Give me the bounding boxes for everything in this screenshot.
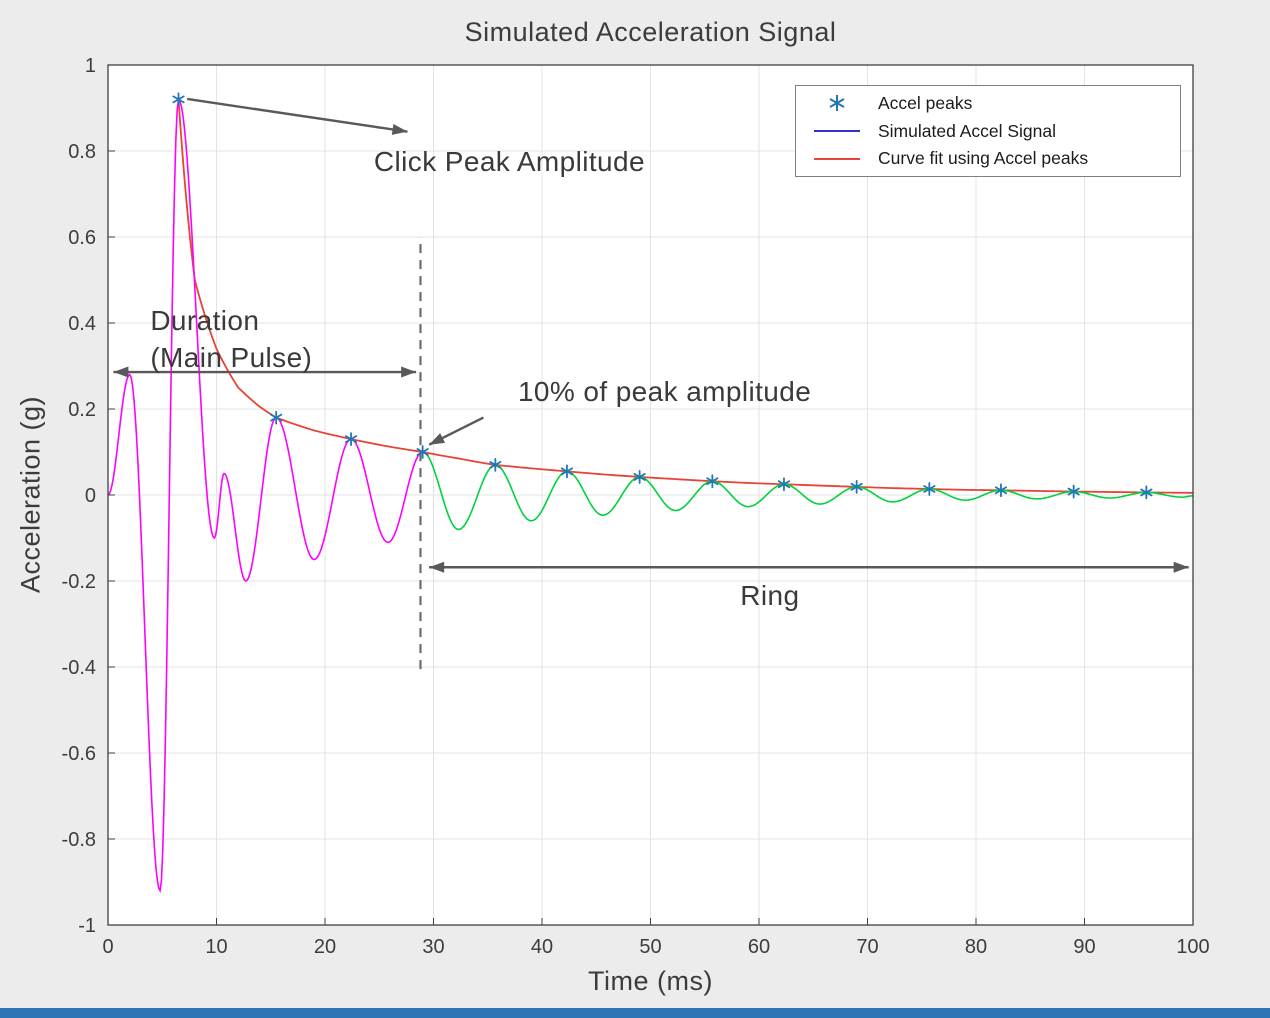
svg-text:40: 40 (531, 936, 553, 958)
svg-text:10: 10 (205, 936, 227, 958)
tick-labels: 0 10 20 30 40 50 60 70 80 90 100-1-0.8-0.6-0.4-0.2… (62, 55, 1210, 958)
svg-text:-0.2: -0.2 (62, 571, 96, 593)
chart-title: Simulated Acceleration Signal (464, 17, 837, 47)
annotation-duration-main-pulse: Duration (Main Pulse) (150, 303, 312, 377)
legend-label: Simulated Accel Signal (878, 120, 1057, 141)
svg-text:0.2: 0.2 (68, 399, 96, 421)
legend-item-accel-peaks: Accel peaks (796, 90, 1180, 117)
svg-text:100: 100 (1176, 936, 1209, 958)
x-axis-label: Time (ms) (588, 966, 713, 996)
legend-sample-signal-line (796, 130, 878, 132)
legend: Accel peaks Simulated Accel Signal Curve… (795, 85, 1181, 177)
svg-text:0: 0 (85, 485, 96, 507)
bottom-accent-bar (0, 1008, 1270, 1018)
annotation-duration-line1: Duration (150, 304, 260, 336)
legend-sample-asterisk (796, 91, 878, 115)
annotation-ten-percent-peak: 10% of peak amplitude (517, 375, 812, 407)
svg-text:0: 0 (102, 936, 113, 958)
svg-text:90: 90 (1073, 936, 1095, 958)
accel-peak-markers (172, 92, 1153, 500)
line-sample-icon (814, 130, 860, 132)
svg-text:50: 50 (639, 936, 661, 958)
signal-main-pulse-line (107, 97, 423, 894)
svg-text:70: 70 (856, 936, 878, 958)
svg-text:0.8: 0.8 (68, 141, 96, 163)
svg-text:1: 1 (85, 55, 96, 77)
legend-label: Curve fit using Accel peaks (878, 148, 1089, 169)
asterisk-marker-icon (829, 95, 845, 112)
svg-text:-0.8: -0.8 (62, 829, 96, 851)
svg-text:-1: -1 (78, 915, 96, 937)
svg-text:20: 20 (314, 936, 336, 958)
svg-text:0.4: 0.4 (68, 313, 96, 335)
legend-item-curve-fit: Curve fit using Accel peaks (796, 145, 1180, 172)
legend-label: Accel peaks (878, 92, 973, 113)
svg-text:30: 30 (422, 936, 444, 958)
legend-sample-fit-line (796, 157, 878, 160)
signal-ring-line (422, 451, 1194, 531)
svg-text:0.6: 0.6 (68, 227, 96, 249)
line-sample-icon (814, 157, 860, 160)
svg-text:80: 80 (965, 936, 987, 958)
annotation-click-peak-amplitude: Click Peak Amplitude (373, 145, 645, 177)
svg-text:60: 60 (748, 936, 770, 958)
annotation-ring: Ring (740, 580, 800, 612)
legend-item-simulated-signal: Simulated Accel Signal (796, 118, 1180, 145)
y-axis-label: Acceleration (g) (15, 395, 46, 594)
svg-text:-0.4: -0.4 (62, 657, 96, 679)
annotation-arrows (113, 97, 1189, 573)
svg-text:-0.6: -0.6 (62, 743, 96, 765)
annotation-duration-line2: (Main Pulse) (150, 341, 313, 373)
